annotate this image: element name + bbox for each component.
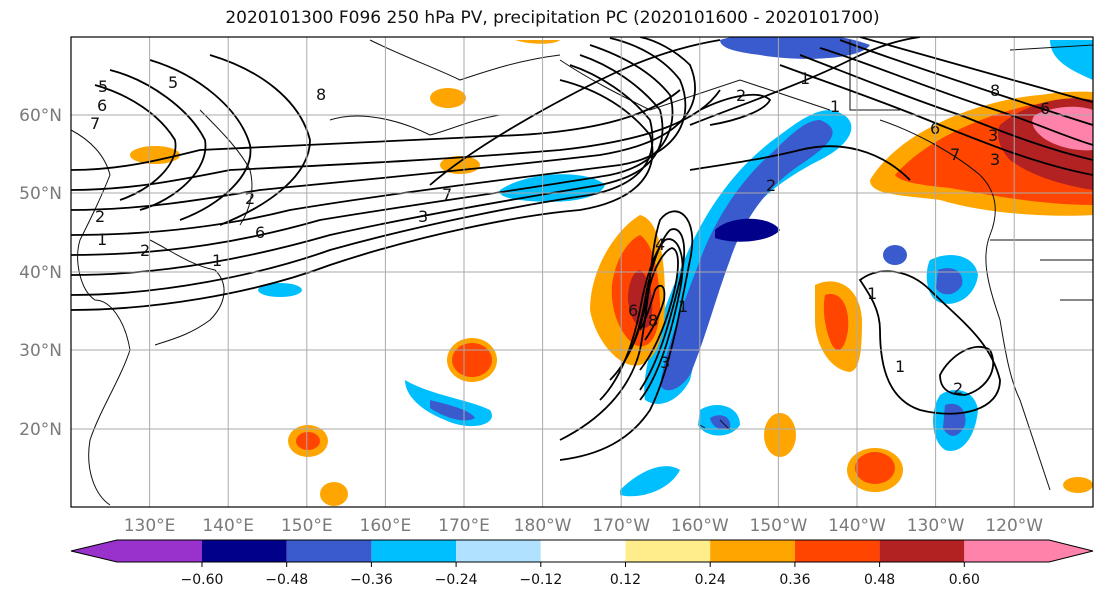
pv-contour-label: 2 (953, 379, 963, 398)
longitude-label: 130°W (907, 516, 965, 536)
latitude-label: 60°N (19, 106, 62, 126)
pv-contour-label: 7 (90, 114, 100, 133)
colorbar: −0.60 −0.48 −0.36 −0.24 −0.12 0.12 0.24 … (70, 539, 1094, 588)
longitude-labels: 130°E 140°E 150°E 160°E 170°E 180°W 170°… (124, 516, 1044, 536)
colorbar-ticks (201, 562, 965, 567)
pv-contour-label: 6 (1040, 99, 1050, 118)
pv-contour-label: 7 (950, 145, 960, 164)
pv-contour-label: 3 (990, 150, 1000, 169)
graticule (71, 37, 1093, 507)
longitude-label: 170°E (438, 516, 490, 536)
longitude-label: 160°E (360, 516, 412, 536)
pv-contour-label: 6 (255, 223, 265, 242)
pv-contour-label: 4 (655, 235, 665, 254)
colorbar-tick-label: −0.36 (350, 572, 393, 588)
colorbar-left-extension (71, 540, 117, 562)
latitude-label: 40°N (19, 263, 62, 283)
pv-contour-label: 8 (316, 85, 326, 104)
colorbar-tick-label: 0.36 (779, 572, 810, 588)
latitude-labels: 60°N 50°N 40°N 30°N 20°N (19, 106, 62, 440)
colorbar-segment (794, 540, 880, 562)
colorbar-segment (540, 540, 626, 562)
colorbar-segment (456, 540, 541, 562)
longitude-label: 140°W (828, 516, 886, 536)
coastlines (71, 39, 1093, 506)
longitude-label: 150°E (281, 516, 333, 536)
colorbar-segment (117, 540, 202, 562)
colorbar-tick-label: −0.12 (519, 572, 562, 588)
colorbar-segment (371, 540, 457, 562)
pv-contour-label: 1 (830, 97, 840, 116)
colorbar-tick-label: 0.60 (949, 572, 980, 588)
longitude-label: 160°W (671, 516, 729, 536)
pv-contour-label: 5 (98, 77, 108, 96)
longitude-label: 180°W (514, 516, 572, 536)
colorbar-tick-label: −0.60 (181, 572, 224, 588)
pv-contour-label: 1 (97, 230, 107, 249)
longitude-label: 140°E (202, 516, 254, 536)
pv-contour-label: 2 (95, 207, 105, 226)
colorbar-segment (625, 540, 711, 562)
precipitation-shading (130, 37, 1093, 506)
pv-contour-label: 2 (245, 189, 255, 208)
pv-contour-label: 6 (628, 301, 638, 320)
pv-contour-label: 2 (766, 176, 776, 195)
colorbar-segment (202, 540, 287, 562)
pv-contour-label: 8 (990, 81, 1000, 100)
pv-contour-label: 5 (168, 73, 178, 92)
colorbar-tick-label: −0.48 (265, 572, 308, 588)
longitude-label: 170°W (592, 516, 650, 536)
pv-contour-label: 2 (140, 241, 150, 260)
pv-contour-label: 8 (648, 311, 658, 330)
pv-contour-label: 6 (97, 96, 107, 115)
map-border (70, 36, 1094, 508)
pv-contour-label: 1 (867, 284, 877, 303)
colorbar-right-extension (1049, 540, 1093, 562)
pv-contour-label: 7 (442, 185, 452, 204)
pv-contour-label: 2 (736, 86, 746, 105)
colorbar-segment (286, 540, 372, 562)
colorbar-segment (710, 540, 795, 562)
latitude-label: 30°N (19, 341, 62, 361)
longitude-label: 130°E (124, 516, 176, 536)
map-title: 2020101300 F096 250 hPa PV, precipitatio… (225, 8, 880, 28)
latitude-label: 50°N (19, 184, 62, 204)
pv-contours (71, 37, 1093, 461)
longitude-label: 120°W (985, 516, 1043, 536)
pv-contour-label: 1 (212, 251, 222, 270)
colorbar-segment (879, 540, 965, 562)
colorbar-tick-label: 0.12 (610, 572, 641, 588)
pv-contour-label: 3 (660, 353, 670, 372)
pv-contour-label: 3 (988, 126, 998, 145)
pv-contour-label: 3 (418, 207, 428, 226)
pv-contour-label: 6 (930, 119, 940, 138)
colorbar-segment (964, 540, 1049, 562)
longitude-label: 150°W (750, 516, 808, 536)
contour-labels: 5 6 7 5 8 2 1 2 1 2 6 3 2 1 7 3 3 1 2 4 … (90, 69, 1050, 398)
pv-contour-label: 1 (895, 357, 905, 376)
colorbar-outline (70, 539, 1094, 563)
pv-contour-label: 1 (678, 297, 688, 316)
colorbar-tick-label: −0.24 (435, 572, 478, 588)
colorbar-tick-label: 0.24 (695, 572, 726, 588)
latitude-label: 20°N (19, 420, 62, 440)
pv-contour-label: 1 (800, 69, 810, 88)
colorbar-tick-label: 0.48 (864, 572, 895, 588)
